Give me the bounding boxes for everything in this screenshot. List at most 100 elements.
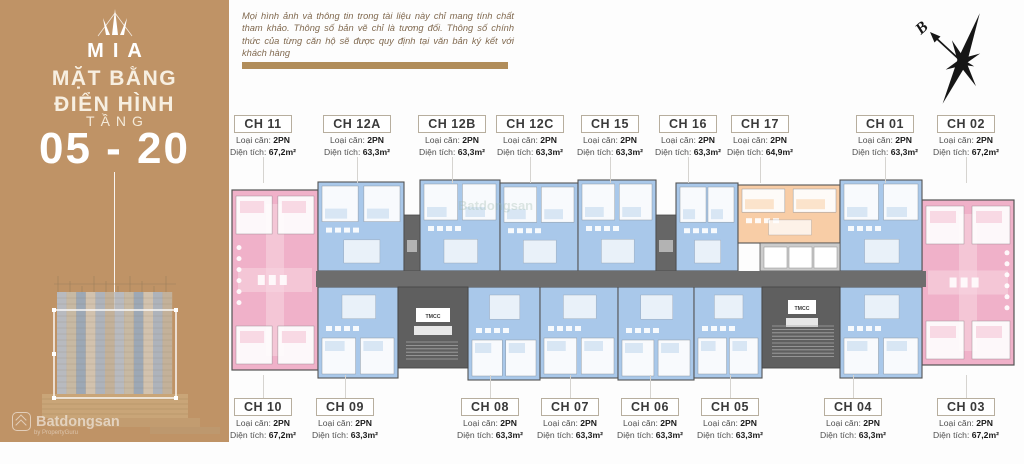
building-rendering bbox=[42, 276, 220, 434]
unit-code: CH 02 bbox=[947, 117, 985, 131]
core-label: TMCC bbox=[426, 314, 441, 320]
unit-type-line: Loại căn: 2PN bbox=[598, 418, 702, 428]
mia-logo-icon bbox=[97, 9, 133, 37]
watermark-plan: Batdongsan bbox=[458, 198, 533, 213]
label-connector-line bbox=[263, 375, 264, 398]
unit-area-line: Diện tích: 63,3m² bbox=[438, 430, 542, 440]
unit-type-label: Loại căn: bbox=[503, 135, 538, 145]
unit-area-value: 67,2m² bbox=[971, 430, 999, 441]
disclaimer-text: Mọi hình ảnh và thông tin trong tài liệu… bbox=[242, 11, 514, 58]
sidebar-title-line2: ĐIỂN HÌNH bbox=[54, 92, 175, 116]
unit-label-ch-10: CH 10 Loại căn: 2PN Diện tích: 67,2m² bbox=[211, 398, 315, 441]
unit-area-value: 63,3m² bbox=[735, 430, 763, 441]
unit-label-ch-01: CH 01 Loại căn: 2PN Diện tích: 63,3m² bbox=[833, 115, 937, 158]
unit-type-line: Loại căn: 2PN bbox=[400, 135, 504, 145]
unit-label-ch-05: CH 05 Loại căn: 2PN Diện tích: 63,3m² bbox=[678, 398, 782, 441]
unit-area-label: Diện tích: bbox=[457, 430, 494, 441]
unit-area-label: Diện tích: bbox=[497, 147, 534, 158]
unit-code: CH 12B bbox=[428, 117, 476, 131]
callout-line bbox=[114, 172, 115, 310]
unit-type-line: Loại căn: 2PN bbox=[801, 418, 905, 428]
label-connector-line bbox=[730, 375, 731, 398]
unit-type-label: Loại căn: bbox=[661, 135, 696, 145]
unit-area-value: 63,3m² bbox=[615, 147, 643, 158]
unit-label-ch-06: CH 06 Loại căn: 2PN Diện tích: 63,3m² bbox=[598, 398, 702, 441]
unit-code: CH 08 bbox=[471, 400, 509, 414]
watermark-sub: by PropertyGuru bbox=[34, 430, 79, 436]
unit-area-line: Diện tích: 67,2m² bbox=[914, 430, 1018, 440]
unit-code: CH 07 bbox=[551, 400, 589, 414]
unit-type-label: Loại căn: bbox=[330, 135, 365, 145]
unit-code-badge: CH 03 bbox=[937, 398, 995, 416]
unit-type-line: Loại căn: 2PN bbox=[293, 418, 397, 428]
unit-type-label: Loại căn: bbox=[318, 418, 353, 428]
unit-area-label: Diện tích: bbox=[697, 430, 734, 441]
unit-area-label: Diện tích: bbox=[852, 147, 889, 158]
unit-code-badge: CH 15 bbox=[581, 115, 639, 133]
sidebar: MIA MẶT BẰNG ĐIỂN HÌNH TẦNG 05 - 20 Batd… bbox=[0, 0, 229, 442]
label-connector-line bbox=[688, 157, 689, 183]
unit-label-ch-04: CH 04 Loại căn: 2PN Diện tích: 63,3m² bbox=[801, 398, 905, 441]
unit-area-label: Diện tích: bbox=[655, 147, 692, 158]
unit-code-badge: CH 12A bbox=[323, 115, 391, 133]
unit-code-badge: CH 04 bbox=[824, 398, 882, 416]
unit-area-line: Diện tích: 67,2m² bbox=[211, 147, 315, 157]
label-connector-line bbox=[966, 375, 967, 398]
unit-type-line: Loại căn: 2PN bbox=[438, 418, 542, 428]
unit-type-line: Loại căn: 2PN bbox=[211, 418, 315, 428]
unit-type-value: 2PN bbox=[976, 135, 993, 145]
core-label: TMCC bbox=[795, 306, 810, 312]
unit-code-badge: CH 09 bbox=[316, 398, 374, 416]
unit-code: CH 05 bbox=[711, 400, 749, 414]
floor-range: 05 - 20 bbox=[39, 124, 190, 173]
unit-code-badge: CH 07 bbox=[541, 398, 599, 416]
unit-code: CH 17 bbox=[741, 117, 779, 131]
unit-type-label: Loại căn: bbox=[939, 418, 974, 428]
unit-area-line: Diện tích: 63,3m² bbox=[678, 430, 782, 440]
unit-area-line: Diện tích: 63,3m² bbox=[801, 430, 905, 440]
unit-type-label: Loại căn: bbox=[543, 418, 578, 428]
unit-area-label: Diện tích: bbox=[537, 430, 574, 441]
unit-area-label: Diện tích: bbox=[933, 147, 970, 158]
sidebar-title: MẶT BẰNG ĐIỂN HÌNH bbox=[0, 66, 229, 117]
unit-code-badge: CH 12B bbox=[418, 115, 486, 133]
unit-area-value: 63,3m² bbox=[575, 430, 603, 441]
watermark-brand: Batdongsan bbox=[36, 413, 120, 430]
unit-type-line: Loại căn: 2PN bbox=[833, 135, 937, 145]
unit-area-value: 63,3m² bbox=[655, 430, 683, 441]
unit-area-line: Diện tích: 67,2m² bbox=[211, 430, 315, 440]
unit-type-label: Loại căn: bbox=[939, 135, 974, 145]
unit-code: CH 10 bbox=[244, 400, 282, 414]
unit-type-value: 2PN bbox=[540, 135, 557, 145]
unit-code: CH 09 bbox=[326, 400, 364, 414]
unit-area-label: Diện tích: bbox=[820, 430, 857, 441]
label-connector-line bbox=[885, 157, 886, 183]
unit-area-line: Diện tích: 63,3m² bbox=[558, 147, 662, 157]
unit-type-value: 2PN bbox=[367, 135, 384, 145]
unit-area-value: 67,2m² bbox=[268, 430, 296, 441]
unit-type-label: Loại căn: bbox=[425, 135, 460, 145]
label-connector-line bbox=[650, 375, 651, 398]
disclaimer-underline-bar bbox=[242, 62, 508, 69]
label-connector-line bbox=[345, 375, 346, 398]
unit-code: CH 11 bbox=[244, 117, 282, 131]
unit-type-value: 2PN bbox=[660, 418, 677, 428]
unit-code-badge: CH 05 bbox=[701, 398, 759, 416]
unit-label-ch-12c: CH 12C Loại căn: 2PN Diện tích: 63,3m² bbox=[478, 115, 582, 158]
unit-type-label: Loại căn: bbox=[623, 418, 658, 428]
floorplan-drawing: TMCC TMCC Batdongsan bbox=[231, 179, 1015, 381]
unit-type-value: 2PN bbox=[355, 418, 372, 428]
unit-type-value: 2PN bbox=[976, 418, 993, 428]
unit-label-ch-11: CH 11 Loại căn: 2PN Diện tích: 67,2m² bbox=[211, 115, 315, 158]
label-connector-line bbox=[570, 375, 571, 398]
unit-area-line: Diện tích: 64,9m² bbox=[708, 147, 812, 157]
unit-type-line: Loại căn: 2PN bbox=[305, 135, 409, 145]
unit-label-ch-17: CH 17 Loại căn: 2PN Diện tích: 64,9m² bbox=[708, 115, 812, 158]
unit-code-badge: CH 12C bbox=[496, 115, 564, 133]
unit-area-line: Diện tích: 63,3m² bbox=[518, 430, 622, 440]
unit-type-value: 2PN bbox=[462, 135, 479, 145]
unit-type-value: 2PN bbox=[698, 135, 715, 145]
label-connector-line bbox=[490, 375, 491, 398]
unit-area-label: Diện tích: bbox=[419, 147, 456, 158]
